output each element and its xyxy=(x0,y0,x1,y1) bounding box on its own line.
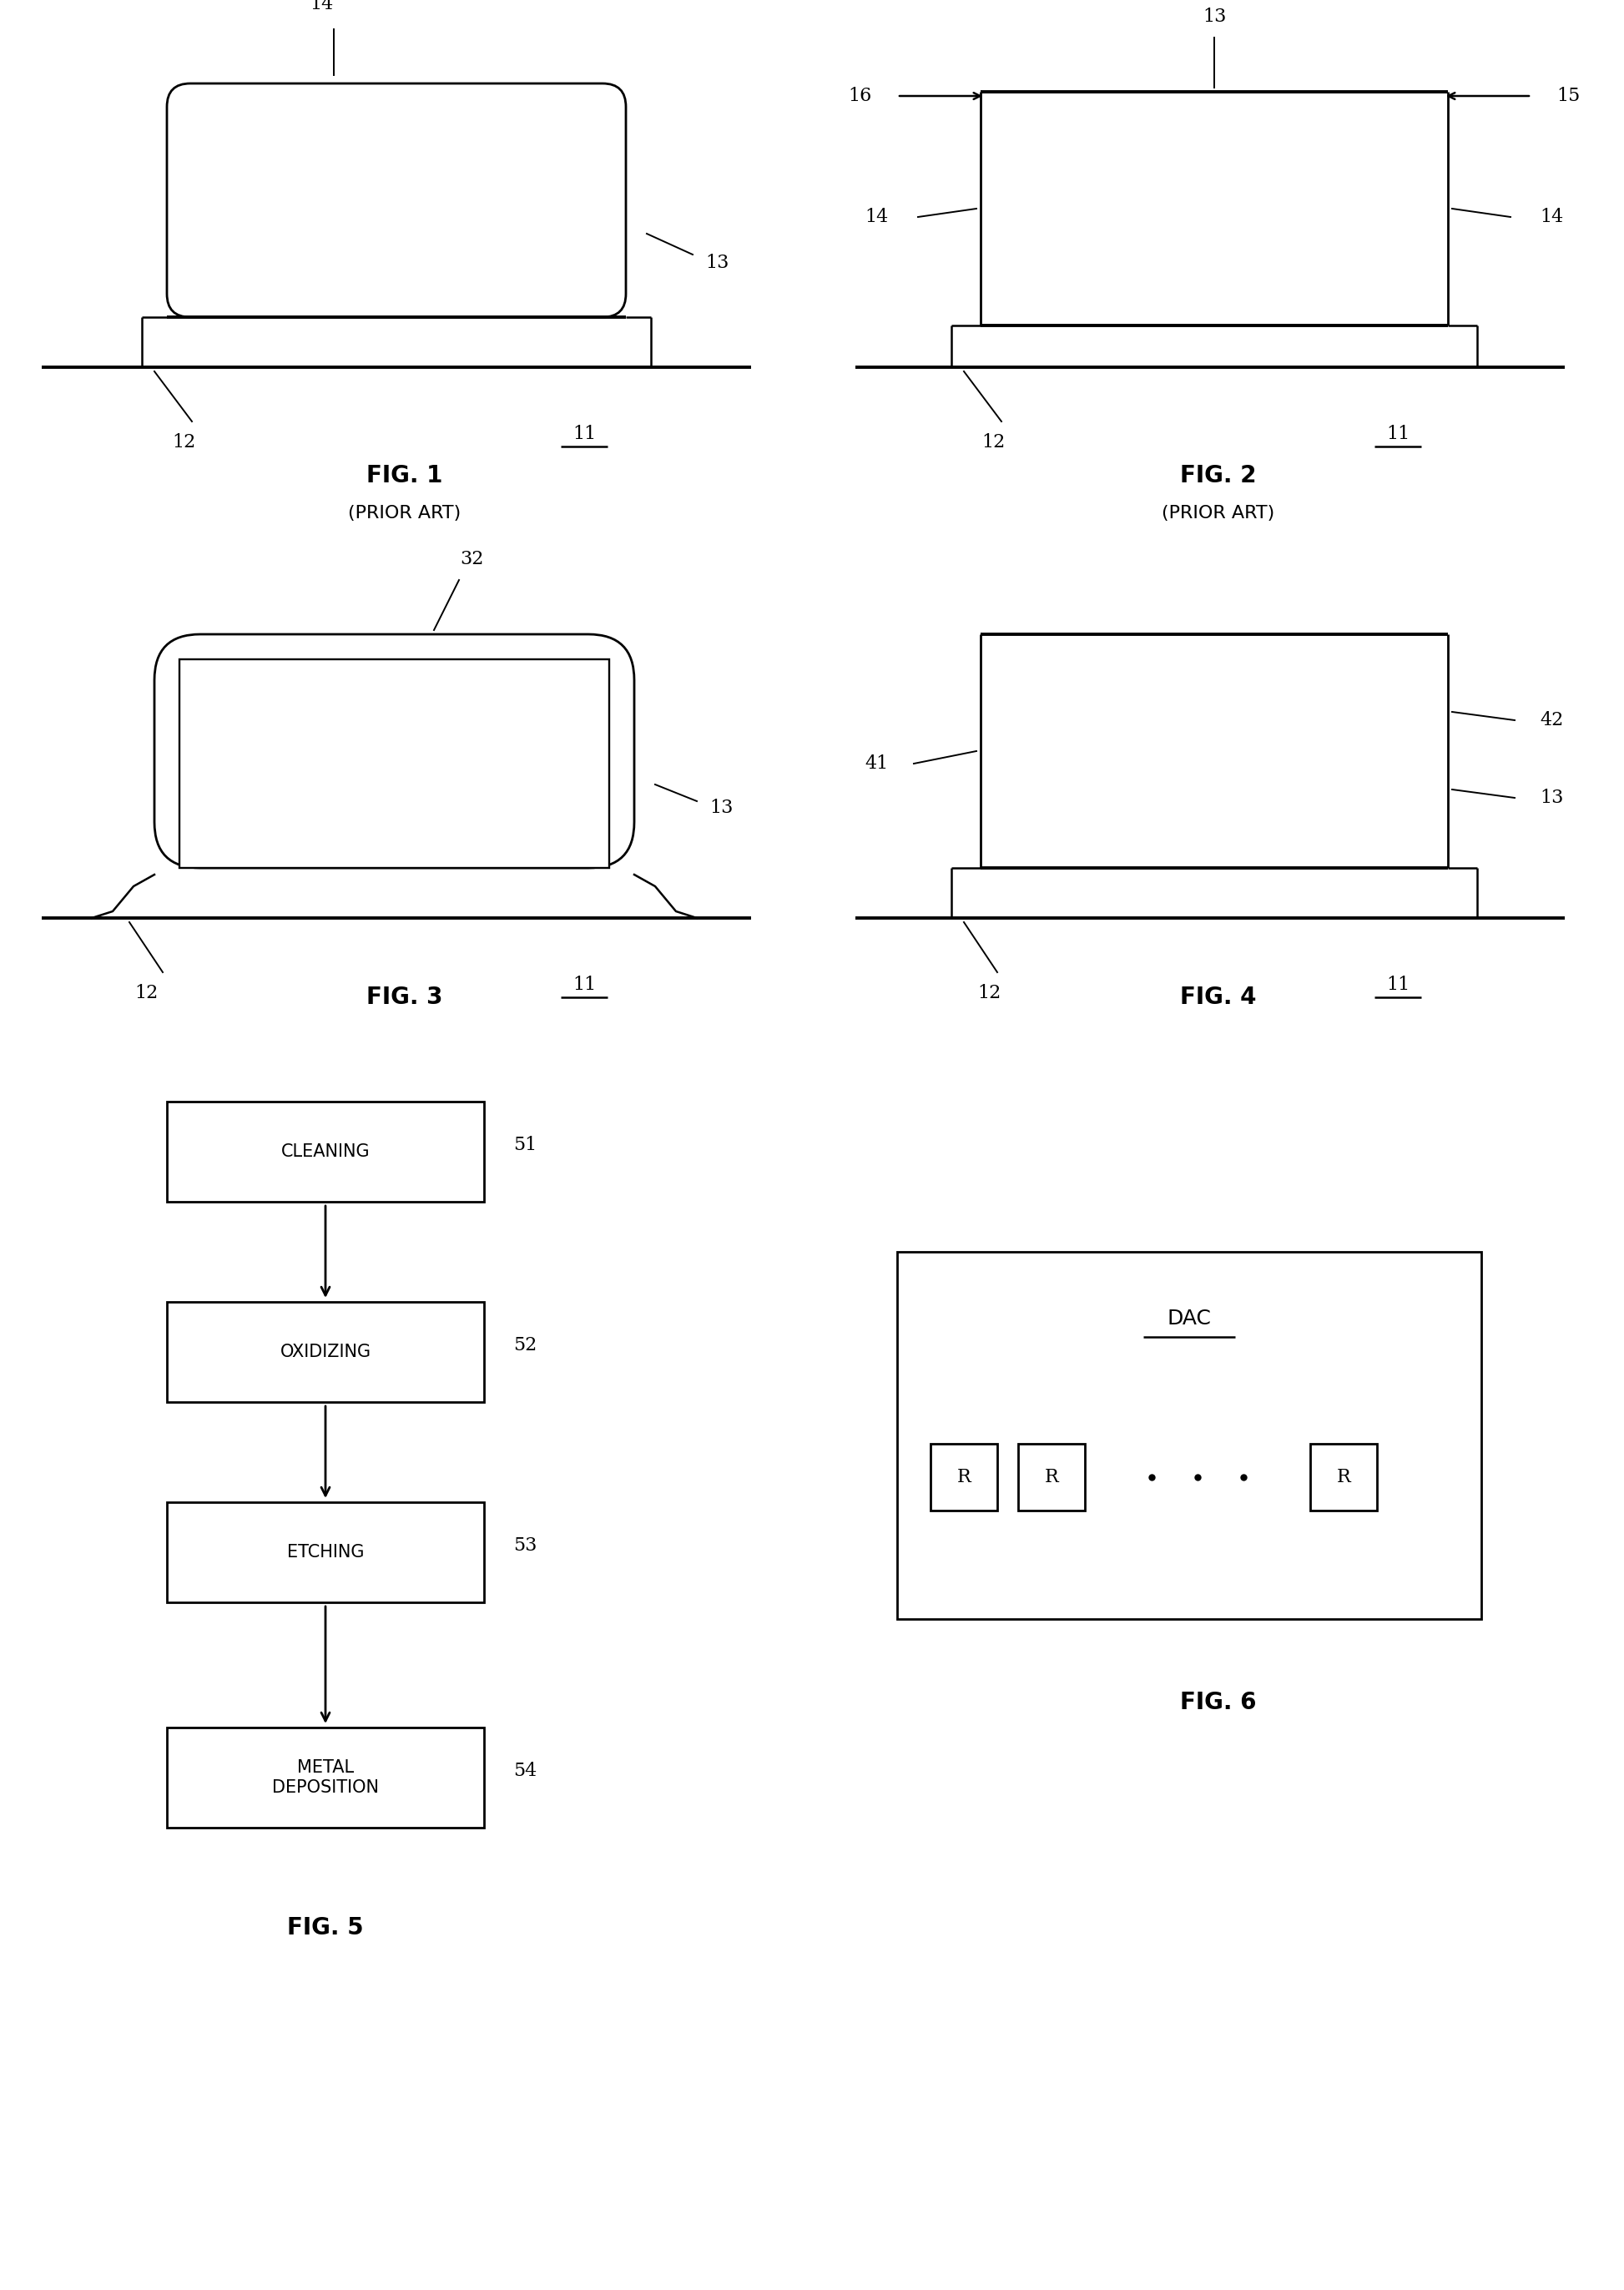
Text: 32: 32 xyxy=(460,550,484,568)
Bar xyxy=(1311,1443,1377,1511)
Text: R: R xyxy=(1044,1468,1059,1486)
FancyBboxPatch shape xyxy=(167,82,625,316)
Text: 51: 51 xyxy=(513,1136,538,1154)
Text: 11: 11 xyxy=(1385,424,1410,444)
Text: 12: 12 xyxy=(172,433,195,451)
Bar xyxy=(179,660,609,868)
Bar xyxy=(167,1502,484,1603)
Text: R: R xyxy=(1337,1468,1351,1486)
Text: DAC: DAC xyxy=(1168,1308,1212,1328)
Bar xyxy=(896,1253,1481,1619)
Text: 14: 14 xyxy=(310,0,333,14)
Text: R: R xyxy=(957,1468,971,1486)
Text: CLEANING: CLEANING xyxy=(281,1143,370,1161)
Text: 14: 14 xyxy=(1540,208,1564,227)
Text: 13: 13 xyxy=(1540,788,1564,806)
Text: FIG. 6: FIG. 6 xyxy=(1181,1690,1257,1715)
Bar xyxy=(1018,1443,1085,1511)
Text: FIG. 1: FIG. 1 xyxy=(367,465,443,488)
Text: OXIDIZING: OXIDIZING xyxy=(279,1344,370,1360)
Text: 16: 16 xyxy=(848,87,872,105)
Bar xyxy=(167,1101,484,1202)
Text: FIG. 5: FIG. 5 xyxy=(287,1917,364,1940)
Text: 13: 13 xyxy=(705,254,729,273)
Bar xyxy=(167,1303,484,1401)
Bar xyxy=(167,1727,484,1827)
Text: METAL
DEPOSITION: METAL DEPOSITION xyxy=(273,1759,378,1795)
Text: 42: 42 xyxy=(1540,710,1564,731)
Text: FIG. 4: FIG. 4 xyxy=(1181,985,1257,1010)
Bar xyxy=(931,1443,997,1511)
FancyBboxPatch shape xyxy=(154,634,635,868)
Text: 12: 12 xyxy=(981,433,1005,451)
Text: 15: 15 xyxy=(1556,87,1580,105)
Text: (PRIOR ART): (PRIOR ART) xyxy=(1163,504,1275,522)
Text: 12: 12 xyxy=(135,985,158,1003)
Text: FIG. 2: FIG. 2 xyxy=(1181,465,1257,488)
Text: 41: 41 xyxy=(866,753,888,772)
Text: 12: 12 xyxy=(978,985,1000,1003)
Text: FIG. 3: FIG. 3 xyxy=(367,985,443,1010)
Text: 54: 54 xyxy=(513,1761,538,1779)
Text: (PRIOR ART): (PRIOR ART) xyxy=(348,504,461,522)
Text: 52: 52 xyxy=(513,1335,538,1353)
Text: 13: 13 xyxy=(1202,7,1226,25)
Text: ETCHING: ETCHING xyxy=(287,1543,364,1559)
Text: 53: 53 xyxy=(513,1537,538,1555)
Text: 11: 11 xyxy=(572,424,596,444)
Text: 14: 14 xyxy=(866,208,888,227)
Text: 11: 11 xyxy=(1385,976,1410,994)
Text: 11: 11 xyxy=(572,976,596,994)
Text: 13: 13 xyxy=(710,799,732,818)
